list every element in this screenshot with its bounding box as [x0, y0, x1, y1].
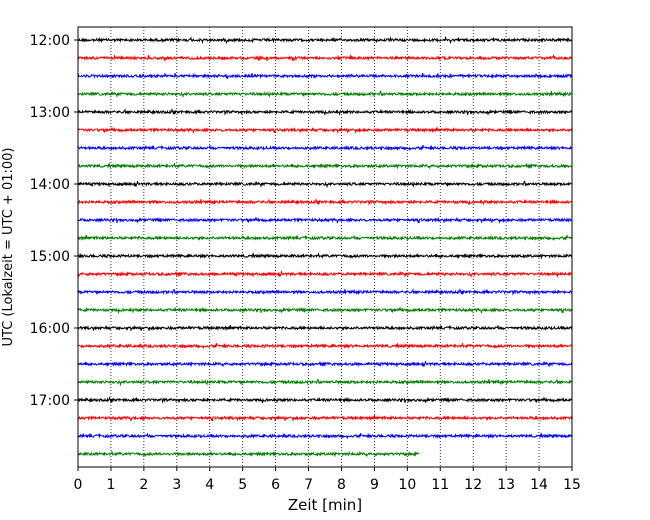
trace-1745	[77, 451, 420, 458]
x-tick-label: 1	[106, 477, 115, 493]
trace-1430	[77, 216, 573, 224]
x-tick-label: 2	[139, 477, 148, 493]
x-axis-ticks: 0 1 2 3 4 5 6 7 8 9 10 11 12 13 14 15	[74, 467, 581, 493]
trace-1630	[77, 360, 573, 368]
trace-1500	[77, 252, 573, 260]
trace-1530	[77, 288, 573, 296]
trace-1730	[77, 432, 573, 440]
trace-1600	[77, 324, 573, 332]
plot-frame	[77, 26, 573, 468]
x-tick-label: 0	[74, 477, 83, 493]
trace-group	[77, 36, 573, 458]
y-tick-label: 12:00	[30, 33, 70, 49]
trace-1215	[77, 53, 573, 62]
y-tick-label: 13:00	[30, 105, 70, 121]
x-tick-label: 14	[530, 477, 548, 493]
trace-1645	[77, 378, 573, 387]
x-tick-label: 13	[497, 477, 515, 493]
y-tick-label: 17:00	[30, 393, 70, 409]
axes	[77, 26, 573, 468]
trace-1715	[77, 414, 573, 422]
trace-1330	[77, 144, 573, 152]
trace-1415	[77, 198, 573, 206]
y-axis-ticks: 12:00 13:00 14:00 15:00 16:00 17:00	[30, 33, 78, 409]
x-axis-label: Zeit [min]	[288, 496, 362, 514]
trace-1700	[77, 396, 573, 404]
y-tick-label: 15:00	[30, 249, 70, 265]
trace-1545	[77, 306, 573, 314]
x-tick-label: 3	[172, 477, 181, 493]
x-tick-label: 15	[563, 477, 581, 493]
trace-1345	[77, 162, 573, 170]
y-tick-label: 16:00	[30, 321, 70, 337]
trace-1315	[77, 126, 573, 134]
x-tick-label: 12	[464, 477, 482, 493]
trace-1300	[77, 108, 573, 116]
trace-1230	[77, 72, 573, 80]
trace-1445	[77, 234, 573, 242]
trace-1615	[77, 342, 573, 350]
x-tick-label: 5	[238, 477, 247, 493]
x-tick-label: 4	[205, 477, 214, 493]
x-tick-label: 6	[271, 477, 280, 493]
x-tick-label: 7	[304, 477, 313, 493]
x-tick-label: 10	[398, 477, 416, 493]
y-axis-label: UTC (Lokalzeit = UTC + 01:00)	[1, 148, 16, 347]
x-tick-label: 8	[337, 477, 346, 493]
trace-1515	[77, 270, 573, 279]
trace-1200	[77, 36, 573, 45]
x-tick-label: 11	[431, 477, 449, 493]
trace-1245	[77, 90, 573, 99]
trace-1400	[77, 180, 573, 189]
x-tick-label: 9	[370, 477, 379, 493]
grid-lines	[110, 27, 540, 467]
y-tick-label: 14:00	[30, 177, 70, 193]
